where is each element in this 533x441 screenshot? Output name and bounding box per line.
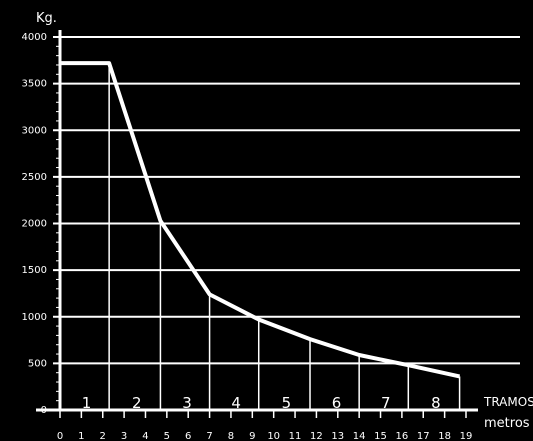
y-tick-label-1500: 1500 — [22, 265, 47, 276]
tramo-label-2: 2 — [132, 394, 142, 412]
grid-lines — [60, 36, 520, 365]
tramo-dividers — [108, 63, 461, 410]
x-tick-label-11: 11 — [289, 431, 302, 441]
y-axis-title: Kg. — [36, 11, 57, 26]
x-tick-label-3: 3 — [121, 431, 127, 441]
axes — [36, 30, 478, 418]
tramo-label-8: 8 — [431, 394, 441, 412]
y-tick-label-3500: 3500 — [22, 79, 47, 90]
x-tick-label-1: 1 — [78, 431, 84, 441]
x-tick-label-2: 2 — [100, 431, 106, 441]
tramo-label-6: 6 — [332, 394, 342, 412]
x-tick-label-17: 17 — [417, 431, 430, 441]
x-tick-label-5: 5 — [164, 431, 170, 441]
x-tick-label-16: 16 — [396, 431, 409, 441]
labels: Kg. TRAMOS metros 0500100015002000250030… — [22, 11, 533, 441]
x-tick-label-12: 12 — [310, 431, 323, 441]
x-tick-label-13: 13 — [331, 431, 344, 441]
x-axis-title-tramos: TRAMOS — [483, 395, 533, 409]
x-tick-label-4: 4 — [142, 431, 148, 441]
x-tick-label-14: 14 — [353, 431, 366, 441]
tramo-label-5: 5 — [282, 394, 292, 412]
x-tick-label-7: 7 — [206, 431, 212, 441]
y-tick-label-0: 0 — [41, 405, 47, 416]
tramo-label-4: 4 — [231, 394, 241, 412]
tramo-label-7: 7 — [381, 394, 391, 412]
y-tick-label-4000: 4000 — [22, 32, 47, 43]
y-tick-label-2500: 2500 — [22, 172, 47, 183]
x-tick-label-6: 6 — [185, 431, 191, 441]
x-tick-label-10: 10 — [267, 431, 280, 441]
x-axis-title-metros: metros — [484, 416, 530, 431]
x-tick-label-8: 8 — [228, 431, 234, 441]
series-line-0 — [60, 61, 461, 379]
x-tick-label-18: 18 — [438, 431, 451, 441]
x-tick-label-9: 9 — [249, 431, 255, 441]
x-tick-label-19: 19 — [460, 431, 473, 441]
y-tick-label-3000: 3000 — [22, 125, 47, 136]
y-tick-label-500: 500 — [28, 358, 47, 369]
y-tick-label-2000: 2000 — [22, 219, 47, 230]
tramo-label-3: 3 — [182, 394, 192, 412]
x-tick-label-0: 0 — [57, 431, 63, 441]
y-tick-label-1000: 1000 — [22, 312, 47, 323]
tramo-label-1: 1 — [82, 394, 92, 412]
x-tick-label-15: 15 — [374, 431, 387, 441]
series-layer — [60, 61, 461, 379]
